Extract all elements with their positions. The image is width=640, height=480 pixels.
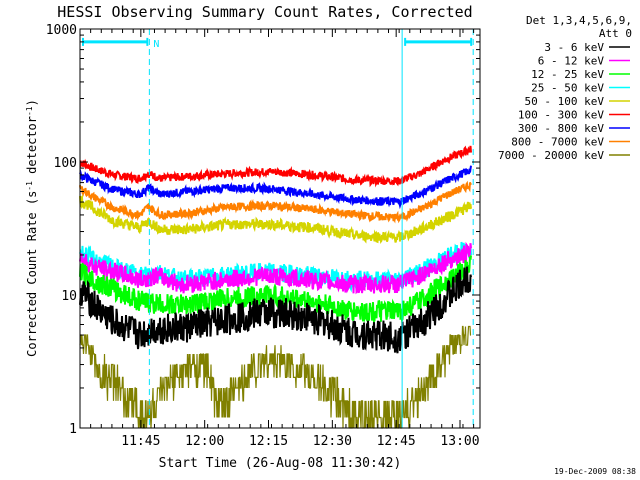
legend-header: Att 0 bbox=[599, 27, 632, 40]
x-tick-label: 12:15 bbox=[249, 434, 288, 449]
legend-header: Det 1,3,4,5,6,9, bbox=[526, 14, 632, 27]
x-tick-label: 12:30 bbox=[313, 434, 352, 449]
legend-label: 800 - 7000 keV bbox=[511, 136, 604, 149]
series-line bbox=[79, 266, 472, 354]
plot-frame bbox=[79, 28, 481, 429]
series-7000-20000kev bbox=[79, 325, 472, 429]
x-tick-label: 13:00 bbox=[440, 434, 479, 449]
series-line bbox=[79, 145, 472, 188]
y-axis-label-start: Corrected Count Rate (s bbox=[25, 191, 39, 357]
series-layer bbox=[79, 145, 472, 429]
legend-label: 7000 - 20000 keV bbox=[498, 149, 604, 162]
series-800-7000kev bbox=[79, 180, 472, 224]
legend-label: 50 - 100 keV bbox=[525, 95, 605, 108]
chart-title: HESSI Observing Summary Count Rates, Cor… bbox=[57, 3, 472, 21]
legend-label: 6 - 12 keV bbox=[538, 55, 605, 68]
y-axis-label-sup2: -1 bbox=[25, 106, 34, 116]
x-tick-label: 12:00 bbox=[185, 434, 224, 449]
series-300-800kev bbox=[79, 165, 472, 210]
y-axis-label-mid: detector bbox=[25, 116, 39, 181]
y-tick-label: 100 bbox=[54, 156, 77, 171]
y-axis-label-sup1: -1 bbox=[25, 181, 34, 191]
series-6-12kev bbox=[79, 241, 472, 295]
series-line bbox=[79, 165, 472, 210]
y-axis-label-end: ) bbox=[25, 99, 39, 106]
series-3-6kev bbox=[79, 266, 472, 354]
legend-label: 300 - 800 keV bbox=[518, 122, 604, 135]
series-line bbox=[79, 325, 472, 429]
series-12-25kev bbox=[79, 255, 472, 325]
footer-timestamp: 19-Dec-2009 08:38 bbox=[554, 467, 636, 476]
legend-label: 3 - 6 keV bbox=[544, 41, 604, 54]
series-line bbox=[79, 241, 472, 295]
legend-label: 100 - 300 keV bbox=[518, 109, 604, 122]
series-line bbox=[79, 194, 472, 245]
series-line bbox=[79, 180, 472, 224]
night-label: N bbox=[153, 39, 159, 50]
y-tick-label: 1000 bbox=[46, 23, 77, 38]
y-tick-label: 10 bbox=[61, 289, 77, 304]
series-100-300kev bbox=[79, 145, 472, 188]
series-line bbox=[79, 255, 472, 325]
legend-label: 25 - 50 keV bbox=[531, 82, 604, 95]
axis-layer: 11:45 12:00 12:15 12:30 12:45 13:00 1 10 100 1000 bbox=[46, 23, 480, 449]
legend-label: 12 - 25 keV bbox=[531, 68, 604, 81]
series-50-100kev bbox=[79, 194, 472, 245]
y-axis-label: Corrected Count Rate (s-1 detector-1) bbox=[25, 99, 40, 357]
x-tick-label: 12:45 bbox=[377, 434, 416, 449]
x-axis-label: Start Time (26-Aug-08 11:30:42) bbox=[159, 456, 402, 471]
y-tick-label: 1 bbox=[69, 422, 77, 437]
x-tick-label: 11:45 bbox=[121, 434, 160, 449]
